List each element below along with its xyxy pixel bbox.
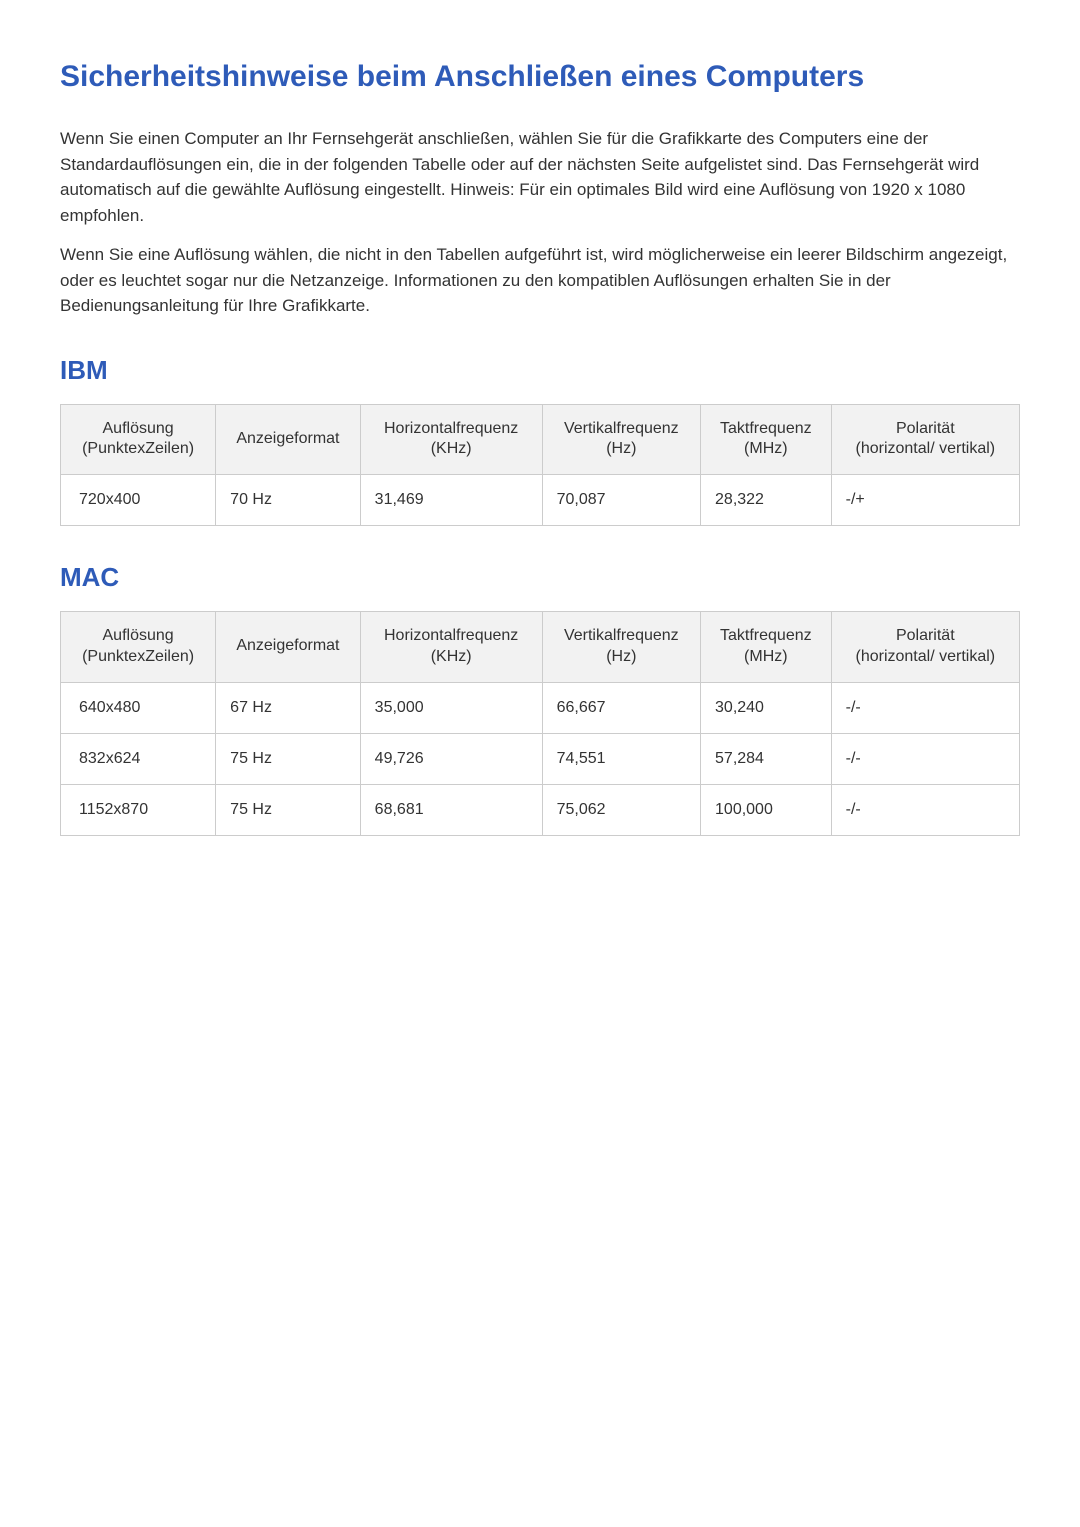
- table-cell: -/-: [831, 682, 1019, 733]
- table-header-cell: Horizontalfrequenz(KHz): [360, 612, 542, 683]
- table-cell: 70,087: [542, 475, 700, 526]
- table-cell: 100,000: [701, 784, 832, 835]
- table-header-cell: Polarität(horizontal/ vertikal): [831, 404, 1019, 475]
- table-row: 640x48067 Hz35,00066,66730,240-/-: [61, 682, 1020, 733]
- table-row: 720x40070 Hz31,46970,08728,322-/+: [61, 475, 1020, 526]
- table-cell: 640x480: [61, 682, 216, 733]
- page-title: Sicherheitshinweise beim Anschließen ein…: [60, 60, 1020, 94]
- table-header-cell: Taktfrequenz(MHz): [701, 404, 832, 475]
- table-header-cell: Auflösung(PunktexZeilen): [61, 404, 216, 475]
- table-cell: 66,667: [542, 682, 700, 733]
- table-cell: 35,000: [360, 682, 542, 733]
- resolution-table: Auflösung(PunktexZeilen)AnzeigeformatHor…: [60, 611, 1020, 836]
- table-cell: 31,469: [360, 475, 542, 526]
- table-header-cell: Auflösung(PunktexZeilen): [61, 612, 216, 683]
- table-header-cell: Taktfrequenz(MHz): [701, 612, 832, 683]
- table-cell: 28,322: [701, 475, 832, 526]
- table-cell: 75,062: [542, 784, 700, 835]
- table-row: 832x62475 Hz49,72674,55157,284-/-: [61, 733, 1020, 784]
- section-heading: IBM: [60, 355, 1020, 386]
- table-cell: 75 Hz: [216, 784, 361, 835]
- table-cell: -/-: [831, 784, 1019, 835]
- table-cell: 70 Hz: [216, 475, 361, 526]
- table-cell: 720x400: [61, 475, 216, 526]
- resolution-table: Auflösung(PunktexZeilen)AnzeigeformatHor…: [60, 404, 1020, 527]
- table-cell: -/+: [831, 475, 1019, 526]
- table-cell: 49,726: [360, 733, 542, 784]
- table-header-cell: Horizontalfrequenz(KHz): [360, 404, 542, 475]
- table-header-cell: Anzeigeformat: [216, 612, 361, 683]
- table-cell: 68,681: [360, 784, 542, 835]
- table-cell: 832x624: [61, 733, 216, 784]
- table-cell: 74,551: [542, 733, 700, 784]
- table-cell: 30,240: [701, 682, 832, 733]
- table-row: 1152x87075 Hz68,68175,062100,000-/-: [61, 784, 1020, 835]
- table-header-cell: Vertikalfrequenz(Hz): [542, 404, 700, 475]
- table-cell: 57,284: [701, 733, 832, 784]
- intro-paragraph-2: Wenn Sie eine Auflösung wählen, die nich…: [60, 242, 1020, 319]
- table-cell: 75 Hz: [216, 733, 361, 784]
- table-header-cell: Anzeigeformat: [216, 404, 361, 475]
- table-cell: -/-: [831, 733, 1019, 784]
- table-cell: 1152x870: [61, 784, 216, 835]
- table-header-cell: Vertikalfrequenz(Hz): [542, 612, 700, 683]
- table-cell: 67 Hz: [216, 682, 361, 733]
- section-heading: MAC: [60, 562, 1020, 593]
- table-header-cell: Polarität(horizontal/ vertikal): [831, 612, 1019, 683]
- intro-paragraph-1: Wenn Sie einen Computer an Ihr Fernsehge…: [60, 126, 1020, 228]
